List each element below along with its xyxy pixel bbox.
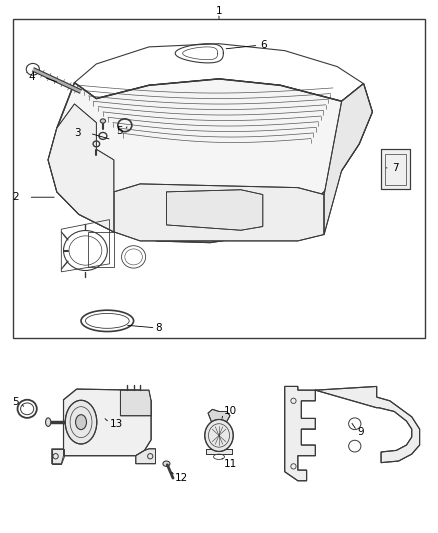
Text: 8: 8 (155, 323, 162, 333)
Polygon shape (166, 190, 263, 230)
Text: 9: 9 (357, 427, 364, 437)
Polygon shape (136, 449, 155, 464)
Polygon shape (52, 449, 64, 464)
Text: 6: 6 (261, 41, 267, 50)
Ellipse shape (163, 461, 170, 466)
Text: 3: 3 (74, 128, 81, 138)
Text: 7: 7 (392, 163, 399, 173)
Polygon shape (114, 184, 324, 241)
Polygon shape (48, 104, 114, 232)
Polygon shape (48, 79, 372, 243)
Text: 5: 5 (12, 398, 19, 407)
Polygon shape (120, 390, 151, 416)
Ellipse shape (26, 63, 39, 75)
Text: 4: 4 (28, 72, 35, 82)
Polygon shape (381, 149, 410, 189)
Text: 12: 12 (175, 473, 188, 483)
Text: 10: 10 (223, 407, 237, 416)
Polygon shape (206, 449, 232, 454)
Polygon shape (285, 386, 420, 481)
Text: 13: 13 (110, 419, 123, 429)
Ellipse shape (76, 415, 86, 430)
Ellipse shape (205, 419, 233, 451)
Ellipse shape (46, 418, 51, 426)
Polygon shape (324, 84, 372, 235)
Text: 1: 1 (215, 6, 223, 15)
Polygon shape (208, 409, 230, 422)
Text: 11: 11 (223, 459, 237, 469)
Polygon shape (64, 389, 151, 456)
Text: 2: 2 (12, 192, 19, 202)
Bar (13, 19, 425, 338)
Ellipse shape (100, 119, 106, 123)
Ellipse shape (65, 400, 97, 444)
Text: 5: 5 (116, 126, 123, 135)
